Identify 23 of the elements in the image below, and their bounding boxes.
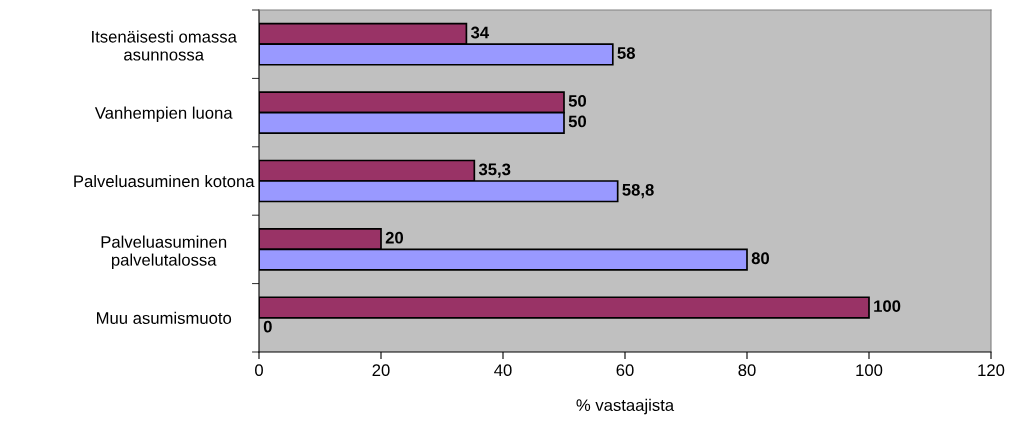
y-tick-label: Vanhempien luona (94, 106, 233, 123)
data-label: 58 (617, 47, 635, 59)
y-tick-label: Palveluasuminen kotona (74, 174, 255, 188)
data-label: 100 (874, 300, 901, 313)
data-label: 20 (385, 231, 404, 244)
data-label: 0 (263, 320, 272, 333)
x-tick-label: 0 (255, 364, 263, 377)
x-tick-label: 60 (616, 364, 634, 377)
x-tick-label: 120 (978, 364, 1005, 377)
data-label: 58,8 (622, 183, 654, 199)
data-label: 50 (568, 115, 587, 128)
data-label: 80 (751, 252, 770, 265)
x-axis-title: % vastaajista (576, 398, 675, 415)
y-tick-label: Itsenäisesti omassa asunnossa (92, 30, 237, 61)
y-tick-label: Palveluasuminen palvelutalossa (101, 235, 227, 270)
y-tick-label: Muu asumismuoto (97, 311, 232, 324)
data-label: 50 (568, 95, 587, 107)
x-tick-label: 80 (738, 364, 756, 377)
data-label: 35,3 (478, 163, 511, 178)
data-label: 34 (470, 26, 490, 39)
x-tick-label: 100 (856, 364, 883, 377)
x-tick-label: 40 (494, 364, 512, 377)
x-tick-label: 20 (372, 364, 390, 377)
